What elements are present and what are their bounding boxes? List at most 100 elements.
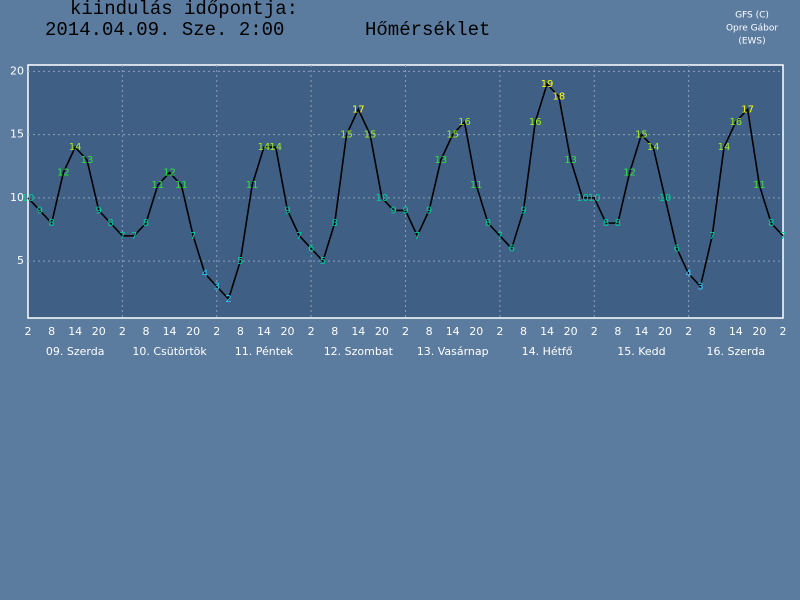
value-label: 9 xyxy=(284,205,290,216)
value-label: 3 xyxy=(697,281,703,292)
value-label: 14 xyxy=(718,142,731,153)
y-tick-label: 20 xyxy=(10,64,24,77)
value-label: 8 xyxy=(615,218,621,229)
x-tick-label: 8 xyxy=(426,325,433,338)
y-tick-label: 5 xyxy=(17,254,24,267)
value-label: 12 xyxy=(623,168,636,179)
value-label: 7 xyxy=(296,231,302,242)
value-label: 10 xyxy=(576,193,589,204)
value-label: 9 xyxy=(426,205,432,216)
day-label: 14. Hétfő xyxy=(522,345,573,358)
day-label: 15. Kedd xyxy=(617,345,665,358)
x-tick-label: 20 xyxy=(186,325,200,338)
value-label: 4 xyxy=(202,269,208,280)
x-tick-label: 14 xyxy=(351,325,365,338)
value-label: 15 xyxy=(364,130,377,141)
x-tick-label: 20 xyxy=(281,325,295,338)
day-label: 12. Szombat xyxy=(324,345,394,358)
day-label: 11. Péntek xyxy=(235,345,294,358)
value-label: 5 xyxy=(320,256,326,267)
x-tick-label: 14 xyxy=(257,325,271,338)
value-label: 18 xyxy=(552,92,565,103)
value-label: 9 xyxy=(37,205,43,216)
x-tick-label: 14 xyxy=(68,325,82,338)
x-tick-label: 14 xyxy=(729,325,743,338)
value-label: 10 xyxy=(659,193,672,204)
credit: (EWS) xyxy=(738,37,765,47)
value-label: 16 xyxy=(529,117,542,128)
value-label: 19 xyxy=(541,79,554,90)
credit: Opre Gábor xyxy=(726,24,778,34)
line xyxy=(27,82,784,301)
value-label: 9 xyxy=(96,205,102,216)
x-tick-label: 8 xyxy=(614,325,621,338)
chart-title: Hőmérséklet xyxy=(365,19,490,41)
value-label: 8 xyxy=(485,218,491,229)
x-tick-label: 2 xyxy=(780,325,787,338)
day-label: 10. Csütörtök xyxy=(132,345,207,358)
value-label: 16 xyxy=(458,117,471,128)
x-tick-label: 20 xyxy=(752,325,766,338)
value-label: 11 xyxy=(151,180,164,191)
x-tick-label: 2 xyxy=(591,325,598,338)
value-label: 15 xyxy=(340,130,353,141)
value-label: 11 xyxy=(246,180,259,191)
value-label: 12 xyxy=(57,168,70,179)
value-label: 8 xyxy=(107,218,113,229)
x-tick-label: 8 xyxy=(48,325,55,338)
value-label: 9 xyxy=(402,205,408,216)
value-label: 10 xyxy=(588,193,601,204)
x-tick-label: 2 xyxy=(685,325,692,338)
value-label: 14 xyxy=(69,142,82,153)
value-label: 12 xyxy=(163,168,176,179)
value-label: 2 xyxy=(225,294,231,305)
value-label: 8 xyxy=(143,218,149,229)
x-tick-label: 8 xyxy=(142,325,149,338)
value-label: 11 xyxy=(175,180,188,191)
value-label: 13 xyxy=(564,155,577,166)
x-tick-label: 14 xyxy=(163,325,177,338)
x-tick-label: 20 xyxy=(469,325,483,338)
value-label: 13 xyxy=(435,155,448,166)
x-tick-label: 8 xyxy=(520,325,527,338)
day-label: 13. Vasárnap xyxy=(417,345,489,358)
value-label: 14 xyxy=(647,142,660,153)
value-label: 6 xyxy=(308,243,314,254)
value-label: 14 xyxy=(258,142,271,153)
value-label: 8 xyxy=(603,218,609,229)
x-tick-label: 2 xyxy=(25,325,32,338)
value-label: 3 xyxy=(214,281,220,292)
value-label: 13 xyxy=(81,155,94,166)
value-label: 10 xyxy=(22,193,35,204)
value-label: 7 xyxy=(497,231,503,242)
value-label: 10 xyxy=(376,193,389,204)
x-tick-label: 8 xyxy=(331,325,338,338)
value-label: 14 xyxy=(269,142,282,153)
x-tick-label: 14 xyxy=(634,325,648,338)
x-tick-label: 20 xyxy=(564,325,578,338)
value-label: 11 xyxy=(753,180,766,191)
value-label: 7 xyxy=(190,231,196,242)
value-label: 7 xyxy=(131,231,137,242)
x-tick-label: 8 xyxy=(237,325,244,338)
value-label: 7 xyxy=(780,231,786,242)
value-label: 7 xyxy=(414,231,420,242)
value-label: 15 xyxy=(446,130,459,141)
value-label: 17 xyxy=(352,104,365,115)
x-tick-label: 20 xyxy=(658,325,672,338)
value-label: 9 xyxy=(520,205,526,216)
value-label: 16 xyxy=(729,117,742,128)
value-label: 7 xyxy=(119,231,125,242)
x-tick-label: 14 xyxy=(540,325,554,338)
x-tick-label: 2 xyxy=(308,325,315,338)
x-tick-label: 14 xyxy=(446,325,460,338)
value-label: 17 xyxy=(741,104,754,115)
x-tick-label: 2 xyxy=(496,325,503,338)
y-tick-label: 10 xyxy=(10,191,24,204)
value-label: 15 xyxy=(635,130,648,141)
x-tick-label: 8 xyxy=(709,325,716,338)
credit: GFS (C) xyxy=(735,11,769,21)
y-tick-label: 15 xyxy=(10,128,24,141)
value-label: 8 xyxy=(768,218,774,229)
